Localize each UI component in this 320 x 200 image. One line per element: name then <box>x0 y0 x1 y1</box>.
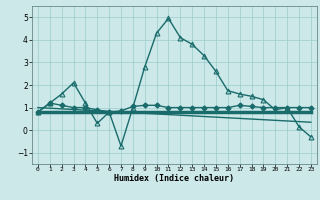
X-axis label: Humidex (Indice chaleur): Humidex (Indice chaleur) <box>115 174 234 183</box>
